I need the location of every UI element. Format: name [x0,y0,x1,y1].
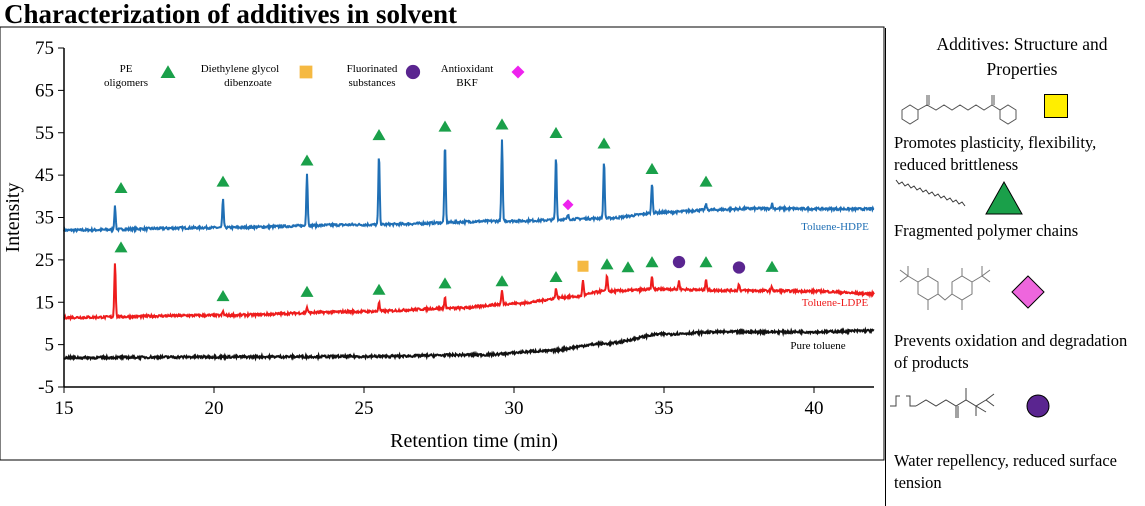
chart-frame [0,26,885,461]
oligomer-description: Fragmented polymer chains [894,221,1079,240]
triangle-marker [438,277,452,289]
legend-label: Diethylene glycol dibenzoate [201,63,280,89]
legend-diamond-marker [511,65,525,79]
triangle-marker [495,118,509,130]
series-line-toluene-hdpe [63,139,875,234]
circle-symbol [1026,394,1050,418]
triangle-marker [216,290,230,302]
series-label: Toluene-HDPE [801,221,869,233]
triangle-marker [438,120,452,132]
legend-square-marker [299,65,313,79]
y-tick-label: 75 [35,38,54,59]
x-axis-title: Retention time (min) [390,430,558,452]
triangle-marker [300,285,314,297]
y-tick-label: 15 [35,292,54,313]
additives-panel: Additives: Structure and Properties Prom… [885,28,1144,506]
diamond-symbol [1011,275,1045,309]
triangle-symbol [985,180,1023,215]
diamond-marker [562,199,574,211]
legend-triangle-marker [160,65,176,78]
x-tick-label: 20 [205,398,224,419]
fluorinated-description: Water repellency, reduced surface tensio… [894,451,1117,492]
y-axis-title: Intensity [2,183,24,253]
y-tick-label: 25 [35,250,54,271]
circle-marker [672,255,686,269]
antioxidant-bkf-structure-icon [899,266,1045,310]
y-tick-label: 65 [35,80,54,101]
square-marker [577,260,589,272]
fluorinated-structure-icon [890,388,1050,418]
x-tick-label: 25 [355,398,374,419]
legend-label: PE oligomers [104,63,148,89]
y-tick-label: 45 [35,165,54,186]
diethylene-glycol-dibenzoate-structure-icon [901,95,1017,125]
legend-circle-marker [405,64,421,80]
series-line-pure-toluene [63,326,875,362]
triangle-marker [645,162,659,174]
series-line-toluene-ldpe [63,263,875,322]
triangle-marker [765,260,779,272]
triangle-marker [699,175,713,187]
panel-title: Additives: Structure and Properties [936,34,1108,79]
circle-marker [732,261,746,274]
triangle-marker [549,270,563,283]
triangle-marker [600,258,614,270]
x-tick-label: 30 [505,398,524,419]
legend-label: Antioxidant BKF [441,63,494,89]
triangle-marker [114,241,128,253]
triangle-marker [372,283,386,295]
triangle-marker [495,275,509,287]
chromatogram-chart: Toluene-HDPE Toluene-LDPE Pure toluene 15 2… [0,26,885,461]
y-tick-label: -5 [38,377,54,398]
x-tick-label: 35 [655,398,674,419]
x-tick-label: 15 [55,398,74,419]
y-tick-label: 55 [35,123,54,144]
series-label: Pure toluene [790,340,845,352]
x-tick-label: 40 [805,398,824,419]
triangle-marker [597,137,611,149]
square-symbol [1044,94,1068,118]
triangle-marker [699,256,713,268]
plasticizer-description: Promotes plasticity, flexibility, reduce… [894,133,1097,174]
triangle-marker [114,181,128,194]
triangle-marker [372,129,386,141]
triangle-marker [300,154,314,166]
y-tick-label: 5 [45,335,55,356]
triangle-marker [216,175,230,187]
y-tick-label: 35 [35,208,54,229]
antioxidant-description: Prevents oxidation and degradation of pr… [894,331,1128,372]
triangle-marker [549,126,563,138]
zigzag-chain-icon [895,179,1023,215]
legend-label: Fluorinated substances [347,63,398,89]
triangle-marker [645,256,659,268]
series-label: Toluene-LDPE [802,297,869,309]
page-title: Characterization of additives in solvent [4,0,457,29]
triangle-marker [621,261,635,273]
